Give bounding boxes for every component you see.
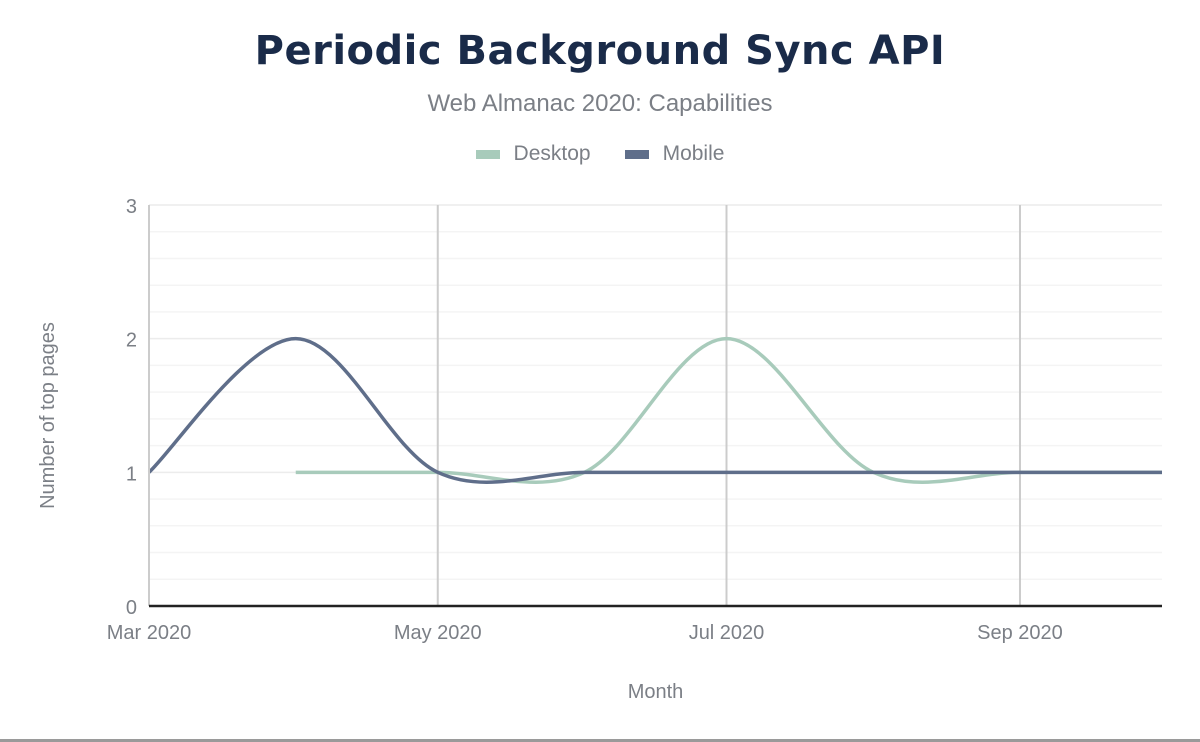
chart-subtitle: Web Almanac 2020: Capabilities [427, 90, 773, 117]
legend-swatch-mobile [624, 149, 649, 159]
y-axis-label: Number of top pages [37, 322, 59, 509]
x-axis-label: Month [628, 681, 684, 703]
y-tick-label: 3 [126, 196, 137, 218]
x-tick-label: Jul 2020 [689, 622, 765, 644]
x-tick-label: May 2020 [394, 622, 482, 644]
legend-label: Desktop [513, 142, 591, 165]
legend-item-mobile[interactable]: Mobile [624, 142, 725, 166]
series-line-mobile [147, 336, 1162, 484]
legend-label: Mobile [662, 142, 725, 165]
legend-item-desktop[interactable]: Desktop [475, 142, 591, 166]
divider [0, 739, 1200, 742]
x-tick-label: Mar 2020 [107, 622, 192, 644]
y-tick-label: 1 [126, 463, 137, 485]
chart-title: Periodic Background Sync API [254, 28, 946, 74]
y-tick-label: 0 [126, 597, 137, 619]
legend: Desktop Mobile [0, 142, 1200, 166]
legend-swatch-desktop [475, 149, 500, 159]
x-tick-label: Sep 2020 [977, 622, 1063, 644]
series-line-desktop [295, 336, 1162, 484]
y-tick-label: 2 [126, 330, 137, 352]
